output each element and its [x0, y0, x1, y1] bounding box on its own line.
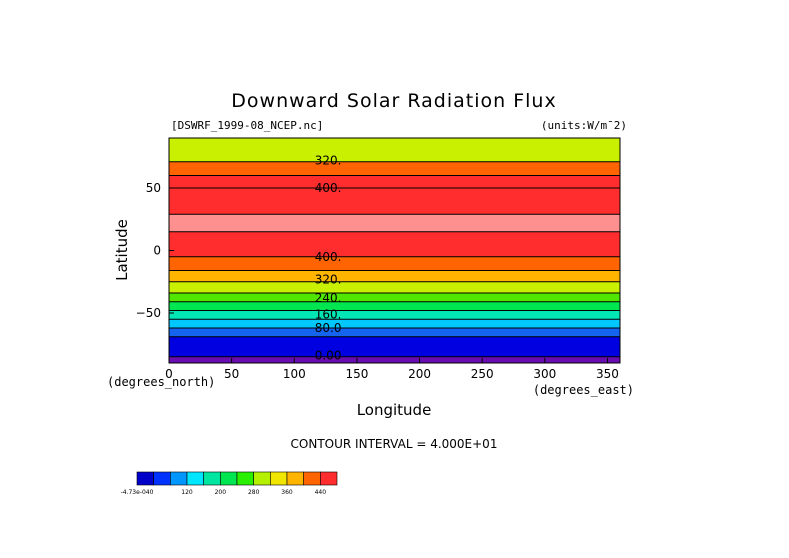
band-5 [169, 301, 620, 311]
x-tick-label-6: 300 [533, 367, 556, 381]
colorbar-label-1: 120 [181, 489, 193, 496]
colorbar-label-3: 280 [248, 489, 260, 496]
units-label: (units:W/m¯2) [541, 119, 627, 132]
y-tick-label-2: −50 [136, 306, 161, 320]
color-bands [169, 138, 620, 363]
x-axis-ticks: 0 50 100 150 200 250 300 350 [165, 358, 619, 381]
band-13 [169, 175, 620, 188]
contour-label-2: 400. [315, 250, 342, 264]
band-0 [169, 356, 620, 363]
x-tick-label-5: 250 [471, 367, 494, 381]
band-11 [169, 214, 620, 232]
band-12 [169, 188, 620, 215]
y-unit-label: (degrees_north) [107, 375, 215, 389]
contour-label-5: 160. [315, 307, 342, 321]
contour-label-1: 400. [315, 181, 342, 195]
colorbar-swatch-10 [303, 471, 321, 486]
colorbar-swatch-8 [270, 471, 288, 486]
colorbar-label-2: 200 [215, 489, 227, 496]
band-1 [169, 336, 620, 357]
colorbar-swatch-7 [253, 471, 271, 486]
file-label: [DSWRF_1999-08_NCEP.nc] [171, 119, 323, 132]
y-axis-ticks: 50 0 −50 [136, 181, 174, 320]
band-8 [169, 270, 620, 282]
band-15 [169, 138, 620, 162]
x-axis-label: Longitude [357, 401, 432, 419]
contour-label-4: 240. [315, 291, 342, 305]
colorbar: -4.73e-040 120 200 280 360 440 [121, 471, 338, 496]
chart-title: Downward Solar Radiation Flux [231, 90, 556, 112]
colorbar-label-5: 440 [315, 489, 327, 496]
contour-label-6: 80.0 [315, 321, 342, 335]
contour-label-3: 320. [315, 272, 342, 286]
colorbar-label-0: -4.73e-040 [121, 489, 154, 496]
x-tick-label-3: 150 [345, 367, 368, 381]
colorbar-swatch-5 [220, 471, 238, 486]
colorbar-swatch-1 [153, 471, 171, 486]
contour-label-7: 0.00 [315, 349, 342, 363]
colorbar-swatch-0 [136, 471, 154, 486]
contour-lines [169, 161, 620, 358]
colorbar-swatch-11 [320, 471, 338, 486]
contour-labels: 320. 400. 400. 320. 240. 160.80.0 0.00 [315, 154, 342, 363]
x-tick-label-7: 350 [596, 367, 619, 381]
band-6 [169, 293, 620, 302]
contour-label-0: 320. [315, 154, 342, 168]
band-9 [169, 256, 620, 271]
band-14 [169, 161, 620, 176]
x-unit-label: (degrees_east) [533, 383, 634, 397]
band-4 [169, 310, 620, 320]
band-7 [169, 281, 620, 293]
x-tick-label-2: 100 [283, 367, 306, 381]
band-10 [169, 231, 620, 257]
y-tick-label-0: 50 [146, 181, 161, 195]
x-tick-label-4: 200 [408, 367, 431, 381]
colorbar-swatch-4 [203, 471, 221, 486]
y-tick-label-1: 0 [153, 244, 161, 258]
colorbar-label-4: 360 [281, 489, 293, 496]
colorbar-swatch-9 [286, 471, 304, 486]
colorbar-swatch-3 [186, 471, 204, 486]
band-3 [169, 319, 620, 328]
contour-interval-text: CONTOUR INTERVAL = 4.000E+01 [291, 437, 498, 451]
band-2 [169, 328, 620, 337]
colorbar-swatch-6 [236, 471, 254, 486]
y-axis-label: Latitude [113, 219, 131, 281]
x-tick-label-1: 50 [224, 367, 239, 381]
colorbar-swatch-2 [170, 471, 188, 486]
x-tick-label-0: 0 [165, 367, 173, 381]
